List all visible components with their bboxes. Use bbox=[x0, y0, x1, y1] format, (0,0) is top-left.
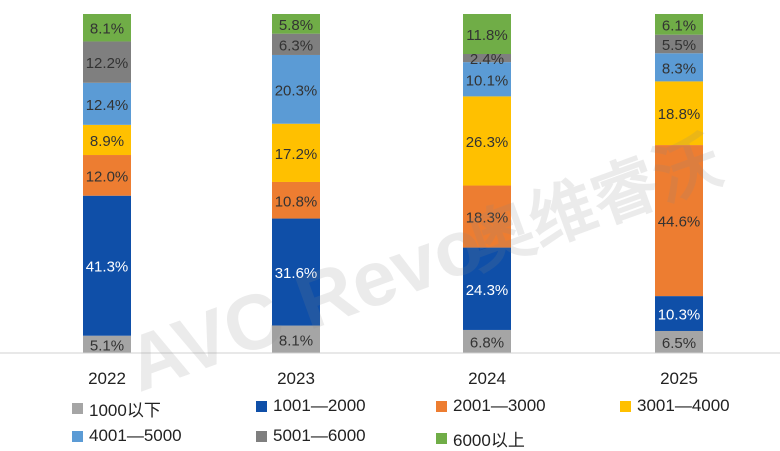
data-label-2024-4: 10.1% bbox=[466, 72, 509, 89]
bar-segment-2023-0 bbox=[272, 325, 320, 353]
data-label-2023-3: 17.2% bbox=[275, 146, 318, 163]
data-label-2024-0: 6.8% bbox=[470, 334, 504, 351]
bar-segment-2023-1 bbox=[272, 218, 320, 326]
bar-segment-2022-3 bbox=[83, 124, 131, 156]
data-label-2022-2: 12.0% bbox=[86, 168, 129, 185]
x-tick-label-2022: 2022 bbox=[88, 369, 126, 388]
x-tick-label-2023: 2023 bbox=[277, 369, 315, 388]
bar-segment-2023-2 bbox=[272, 181, 320, 219]
data-label-2022-1: 41.3% bbox=[86, 259, 129, 276]
bar-segment-2025-2 bbox=[655, 145, 703, 297]
bar-segment-2025-6 bbox=[655, 14, 703, 35]
data-label-2022-0: 5.1% bbox=[90, 337, 124, 354]
x-tick-labels-layer: 2022 2023 2024 2025 bbox=[88, 369, 698, 388]
bar-segment-2022-6 bbox=[83, 14, 131, 42]
bar-segment-2023-5 bbox=[272, 33, 320, 55]
data-label-2024-6: 11.8% bbox=[466, 27, 507, 44]
bar-segment-2022-0 bbox=[83, 335, 131, 353]
bar-segment-2022-4 bbox=[83, 82, 131, 125]
data-label-2023-6: 5.8% bbox=[279, 17, 313, 34]
bar-segment-2023-4 bbox=[272, 54, 320, 124]
bar-segment-2024-5 bbox=[463, 54, 511, 63]
x-tick-label-2025: 2025 bbox=[660, 369, 698, 388]
bar-segment-2025-5 bbox=[655, 34, 703, 54]
data-label-2025-0: 6.5% bbox=[662, 335, 696, 352]
bar-segment-2025-1 bbox=[655, 296, 703, 331]
data-label-2023-2: 10.8% bbox=[275, 193, 318, 210]
data-label-2025-2: 44.6% bbox=[658, 214, 701, 231]
bar-segment-2024-4 bbox=[463, 62, 511, 97]
data-label-2023-0: 8.1% bbox=[279, 332, 313, 349]
bar-segment-2024-2 bbox=[463, 185, 511, 248]
data-label-2025-5: 5.5% bbox=[662, 37, 696, 54]
bar-segment-2025-0 bbox=[655, 330, 703, 353]
bar-segment-2022-5 bbox=[83, 41, 131, 83]
bar-segment-2025-3 bbox=[655, 81, 703, 146]
bars-layer bbox=[83, 14, 703, 353]
data-label-2023-1: 31.6% bbox=[275, 265, 318, 282]
bar-segment-2022-1 bbox=[83, 195, 131, 336]
data-label-2024-1: 24.3% bbox=[466, 282, 509, 299]
bar-segment-2022-2 bbox=[83, 155, 131, 196]
data-label-2023-5: 6.3% bbox=[279, 37, 313, 54]
bar-segment-2023-3 bbox=[272, 123, 320, 182]
data-label-2022-5: 12.2% bbox=[86, 55, 129, 72]
bar-segment-2024-6 bbox=[463, 14, 511, 55]
bar-segment-2024-3 bbox=[463, 96, 511, 186]
data-label-2022-3: 8.9% bbox=[90, 133, 124, 150]
data-label-2024-2: 18.3% bbox=[466, 210, 509, 227]
data-label-2025-4: 8.3% bbox=[662, 60, 696, 77]
data-label-2022-6: 8.1% bbox=[90, 21, 124, 38]
bar-segment-2023-6 bbox=[272, 14, 320, 34]
data-labels-layer: 5.1% 41.3% 12.0% 8.9% 12.4% 12.2% 8.1% 8.1% 31.6… bbox=[86, 17, 701, 355]
data-label-2025-3: 18.8% bbox=[658, 106, 701, 123]
bar-segment-2024-1 bbox=[463, 247, 511, 330]
bar-segment-2025-4 bbox=[655, 53, 703, 82]
data-label-2024-5: 2.4% bbox=[470, 51, 504, 68]
x-tick-label-2024: 2024 bbox=[468, 369, 506, 388]
data-label-2025-6: 6.1% bbox=[662, 17, 696, 34]
data-label-2023-4: 20.3% bbox=[275, 82, 318, 99]
bar-segment-2024-0 bbox=[463, 329, 511, 353]
data-label-2025-1: 10.3% bbox=[658, 307, 701, 324]
data-label-2022-4: 12.4% bbox=[86, 97, 129, 114]
data-label-2024-3: 26.3% bbox=[466, 134, 509, 151]
